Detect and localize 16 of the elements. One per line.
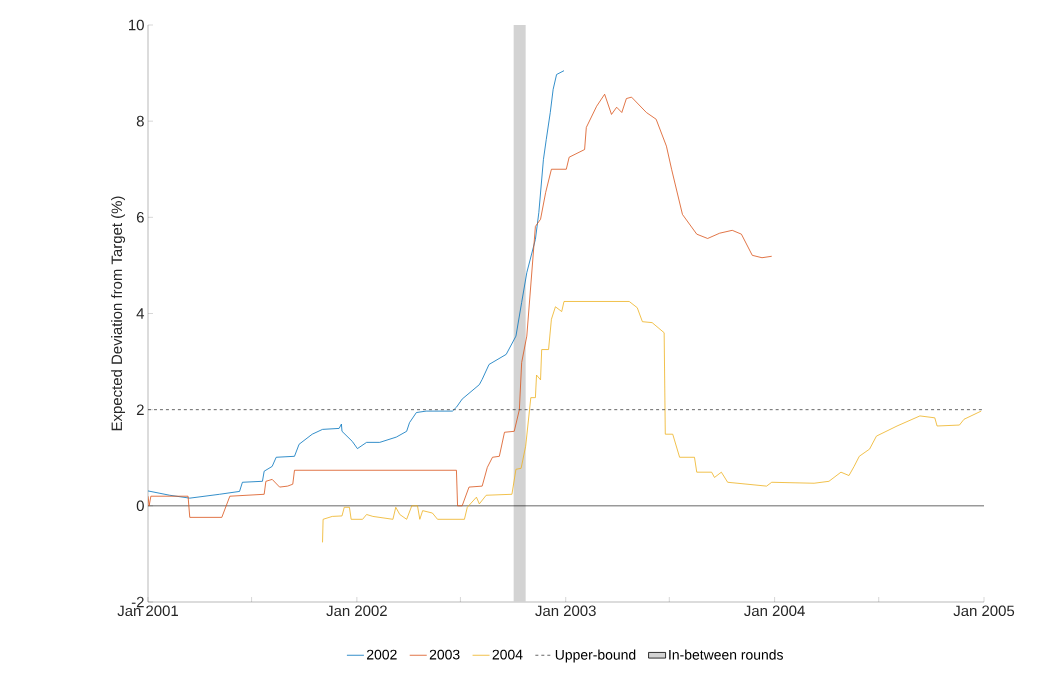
x-tick-label: Jan 2005 bbox=[953, 605, 1015, 617]
y-tick-label: 0 bbox=[136, 500, 144, 512]
y-tick-label: 4 bbox=[136, 308, 145, 319]
x-tick-label: Jan 2004 bbox=[744, 605, 805, 617]
y-tick-label: 6 bbox=[136, 212, 144, 223]
y-axis-title: Expected Deviation from Target (%) bbox=[111, 196, 126, 431]
legend-label: 2003 bbox=[429, 649, 460, 660]
y-tick-label: 10 bbox=[129, 19, 144, 31]
legend-label: 2004 bbox=[492, 649, 523, 660]
y-tick-label: 2 bbox=[136, 404, 144, 415]
legend-label: In-between rounds bbox=[669, 649, 783, 660]
y-tick-label: 8 bbox=[136, 115, 144, 127]
x-tick-label: Jan 2002 bbox=[326, 605, 387, 617]
legend-label: 2002 bbox=[367, 649, 397, 660]
legend-label: Upper-bound bbox=[555, 649, 636, 663]
x-tick-label: Jan 2003 bbox=[535, 605, 596, 617]
